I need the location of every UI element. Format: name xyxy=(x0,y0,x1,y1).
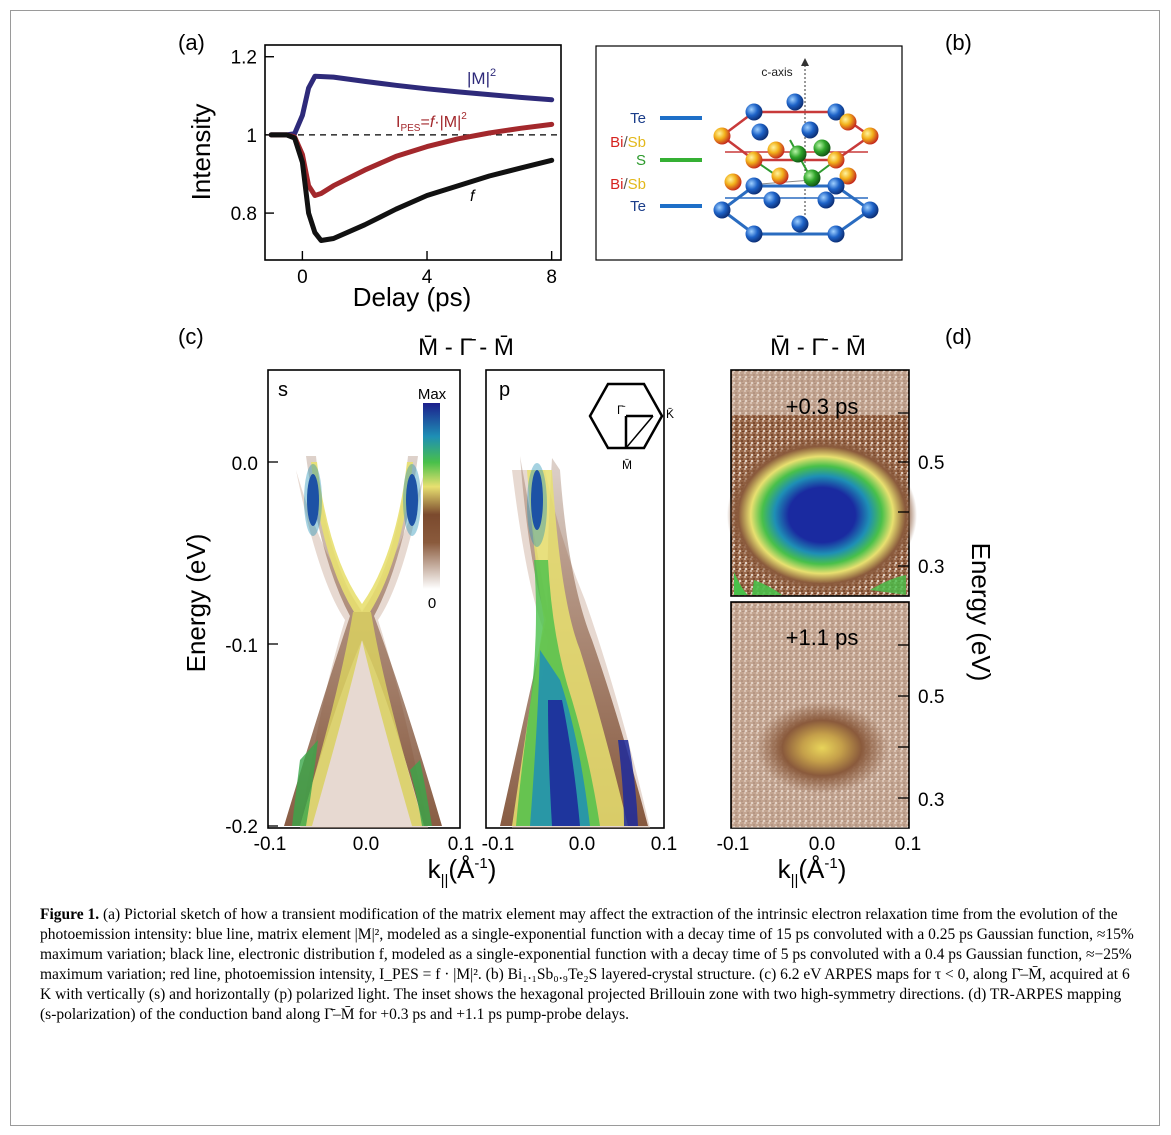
caption-label: Figure 1. xyxy=(40,906,100,923)
layer-legend: Te Bi/Sb S Bi/Sb Te xyxy=(610,110,702,215)
c-p-xtick-0: -0.1 xyxy=(482,834,515,855)
colorbar-min-label: 0 xyxy=(428,595,436,612)
d-xtick-2: 0.1 xyxy=(895,834,921,855)
d-bottom-ytick-0: 0.5 xyxy=(918,687,944,708)
panel-a-plot-frame xyxy=(264,44,562,261)
figure-caption: Figure 1. (a) Pictorial sketch of how a … xyxy=(40,905,1140,1025)
colorbar-max-label: Max xyxy=(418,386,447,403)
panel-a-label: (a) xyxy=(178,30,205,55)
d-top-ytick-1: 0.3 xyxy=(918,557,944,578)
label-ipes: IPES=f·|M|2 xyxy=(396,111,467,134)
d-xtick-1: 0.0 xyxy=(809,834,835,855)
panel-a-xlabel: Delay (ps) xyxy=(353,282,471,312)
panel-d-xlabel: k||(Å-1) xyxy=(778,854,847,889)
c-ytick-1: -0.1 xyxy=(225,636,258,657)
panel-a-y-ticks: 0.8 1 1.2 xyxy=(231,48,274,225)
layer-label-bisb-1: Bi/Sb xyxy=(610,134,646,151)
c-p-xtick-2: 0.1 xyxy=(651,834,677,855)
panel-b-frame xyxy=(595,45,903,261)
c-ytick-0: 0.0 xyxy=(232,454,258,475)
arpes-map-s: s Max 0 0.0 -0.1 -0.2 -0.1 0.0 0.1 xyxy=(225,369,475,855)
panel-a-series xyxy=(268,73,555,243)
pol-label-p: p xyxy=(499,379,510,401)
d-xtick-0: -0.1 xyxy=(717,834,750,855)
d-top-ytick-0: 0.5 xyxy=(918,453,944,474)
label-m2: |M|2 xyxy=(467,67,496,88)
panel-d: (d) M̄ - Γ̄ - M̄ +0.3 ps 0.5 0.3 +1.1 ps xyxy=(717,324,996,889)
a-xtick-label: 0 xyxy=(297,267,308,288)
panel-a: (a) 0.8 1 1.2 0 4 8 Intensity Delay (ps) |M|… xyxy=(178,30,562,312)
panel-c-xlabel: k||(Å-1) xyxy=(428,854,497,889)
c-s-xtick-0: -0.1 xyxy=(254,834,287,855)
inset-gamma-label: Γ̄ xyxy=(617,403,626,417)
panel-a-ylabel: Intensity xyxy=(186,104,216,201)
trarpes-map-0-3ps: +0.3 ps 0.5 0.3 xyxy=(727,369,944,597)
c-axis-label: c-axis xyxy=(761,65,792,79)
series-m2-line xyxy=(268,73,555,138)
panel-d-x-ticks: -0.1 0.0 0.1 xyxy=(717,834,922,855)
c-s-xtick-2: 0.1 xyxy=(448,834,474,855)
d-bottom-ytick-1: 0.3 xyxy=(918,790,944,811)
panel-c-p-x-ticks: -0.1 0.0 0.1 xyxy=(482,834,678,855)
layer-label-te-bottom: Te xyxy=(630,198,646,215)
panel-b: (b) c-axis Te Bi/Sb S Bi/Sb Te xyxy=(595,30,972,261)
c-axis-arrowhead xyxy=(801,58,809,66)
panel-c-ylabel: Energy (eV) xyxy=(181,534,211,673)
crystal-structure-illustration xyxy=(713,93,879,243)
layer-label-te-top: Te xyxy=(630,110,646,127)
pol-label-s: s xyxy=(278,379,288,401)
a-xtick-label: 8 xyxy=(546,267,557,288)
series-f-line xyxy=(268,132,555,243)
panel-c-y-ticks: 0.0 -0.1 -0.2 xyxy=(225,454,278,838)
figure-frame xyxy=(10,10,1160,1126)
c-p-xtick-1: 0.0 xyxy=(569,834,595,855)
a-ytick-label: 0.8 xyxy=(231,204,257,225)
inset-k-label: K̄ xyxy=(666,407,674,421)
delay-label-top: +0.3 ps xyxy=(786,394,859,419)
panel-d-direction: M̄ - Γ̄ - M̄ xyxy=(770,334,866,361)
a-ytick-label: 1.2 xyxy=(231,48,257,69)
brillouin-zone-inset: Γ̄ K̄ M̄ xyxy=(588,382,674,472)
panel-c-s-x-ticks: -0.1 0.0 0.1 xyxy=(254,834,475,855)
c-ytick-2: -0.2 xyxy=(225,817,258,838)
panel-c: (c) M̄ - Γ̄ - M̄ Energy (eV) s Max 0 xyxy=(178,324,677,889)
arpes-map-p: p Γ̄ K̄ M̄ -0.1 0.0 0.1 xyxy=(482,369,678,855)
panel-d-ylabel: Energy (eV) xyxy=(966,543,996,682)
panel-a-x-ticks: 0 4 8 xyxy=(297,251,557,288)
panel-d-label: (d) xyxy=(945,324,972,349)
layer-label-s: S xyxy=(636,152,646,169)
delay-label-bottom: +1.1 ps xyxy=(786,625,859,650)
a-ytick-label: 1 xyxy=(246,126,257,147)
c-s-xtick-1: 0.0 xyxy=(353,834,379,855)
panel-c-direction: M̄ - Γ̄ - M̄ xyxy=(418,334,514,361)
panel-c-label: (c) xyxy=(178,324,204,349)
label-f: f xyxy=(470,188,476,205)
a-xtick-label: 4 xyxy=(422,267,433,288)
layer-label-bisb-2: Bi/Sb xyxy=(610,176,646,193)
trarpes-map-1-1ps: +1.1 ps 0.5 0.3 xyxy=(730,601,944,829)
inset-m-label: M̄ xyxy=(622,458,632,472)
panel-b-label: (b) xyxy=(945,30,972,55)
caption-text: (a) Pictorial sketch of how a transient … xyxy=(40,906,1134,1023)
colorbar xyxy=(423,403,440,589)
